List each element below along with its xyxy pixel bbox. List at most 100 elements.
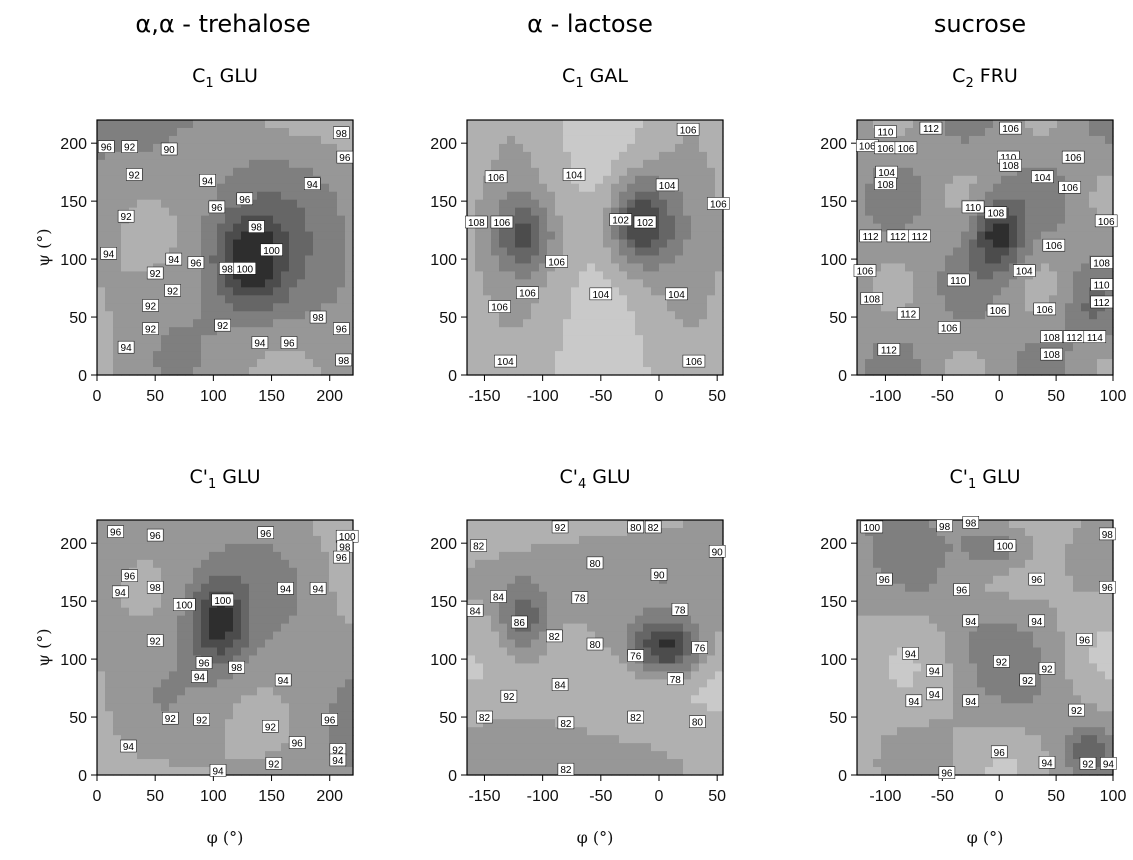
contour-cell bbox=[555, 544, 564, 553]
contour-cell bbox=[1089, 351, 1098, 360]
contour-cell bbox=[265, 632, 274, 641]
contour-cell bbox=[337, 311, 346, 320]
contour-cell bbox=[121, 120, 130, 129]
contour-cell bbox=[539, 232, 548, 241]
contour-cell bbox=[201, 687, 210, 696]
contour-cell bbox=[483, 343, 492, 352]
contour-cell bbox=[889, 367, 898, 376]
contour-cell bbox=[201, 552, 210, 561]
contour-cell bbox=[699, 255, 708, 264]
contour-label: 108 bbox=[1000, 159, 1022, 172]
contour-cell bbox=[595, 216, 604, 225]
contour-cell bbox=[241, 640, 250, 649]
contour-cell bbox=[281, 751, 290, 760]
contour-cell bbox=[571, 608, 580, 617]
contour-cell bbox=[345, 232, 354, 241]
contour-cell bbox=[611, 303, 620, 312]
contour-cell bbox=[659, 359, 668, 368]
contour-cell bbox=[699, 152, 708, 161]
contour-cell bbox=[611, 576, 620, 585]
contour-cell bbox=[217, 367, 226, 376]
contour-cell bbox=[273, 648, 282, 657]
contour-cell bbox=[169, 176, 178, 185]
contour-cell bbox=[555, 200, 564, 209]
contour-cell bbox=[241, 632, 250, 641]
contour-cell bbox=[169, 616, 178, 625]
contour-cell bbox=[563, 600, 572, 609]
contour-cell bbox=[929, 287, 938, 296]
contour-cell bbox=[715, 335, 724, 344]
contour-cell bbox=[1049, 287, 1058, 296]
contour-cell bbox=[595, 616, 604, 625]
contour-cell bbox=[105, 608, 114, 617]
contour-cell bbox=[257, 208, 266, 217]
contour-cell bbox=[105, 184, 114, 193]
contour-cell bbox=[257, 351, 266, 360]
contour-cell bbox=[329, 144, 338, 153]
contour-cell bbox=[329, 584, 338, 593]
contour-cell bbox=[1033, 184, 1042, 193]
contour-cell bbox=[547, 600, 556, 609]
contour-cell bbox=[193, 216, 202, 225]
contour-cell bbox=[675, 271, 684, 280]
contour-cell bbox=[153, 152, 162, 161]
contour-cell bbox=[177, 160, 186, 169]
contour-cell bbox=[539, 520, 548, 529]
contour-cell bbox=[281, 279, 290, 288]
contour-cell bbox=[209, 303, 218, 312]
contour-cell bbox=[563, 287, 572, 296]
contour-cell bbox=[635, 632, 644, 641]
contour-cell bbox=[137, 359, 146, 368]
contour-cell bbox=[523, 343, 532, 352]
contour-cell bbox=[241, 759, 250, 768]
contour-cell bbox=[1001, 351, 1010, 360]
contour-cell bbox=[337, 711, 346, 720]
y-tick-label: 50 bbox=[829, 310, 847, 327]
contour-cell bbox=[97, 735, 106, 744]
contour-cell bbox=[651, 128, 660, 137]
contour-cell bbox=[515, 216, 524, 225]
contour-cell bbox=[571, 359, 580, 368]
contour-cell bbox=[169, 648, 178, 657]
contour-cell bbox=[225, 711, 234, 720]
contour-cell bbox=[185, 751, 194, 760]
contour-cell bbox=[177, 759, 186, 768]
contour-cell bbox=[1033, 343, 1042, 352]
contour-cell bbox=[297, 544, 306, 553]
contour-cell bbox=[921, 216, 930, 225]
contour-cell bbox=[313, 632, 322, 641]
contour-cell bbox=[249, 319, 258, 328]
contour-cell bbox=[953, 295, 962, 304]
contour-cell bbox=[523, 560, 532, 569]
contour-cell bbox=[881, 271, 890, 280]
contour-cell bbox=[953, 255, 962, 264]
contour-cell bbox=[587, 671, 596, 680]
contour-cell bbox=[483, 687, 492, 696]
contour-cell bbox=[193, 343, 202, 352]
contour-cell bbox=[265, 703, 274, 712]
contour-cell bbox=[499, 655, 508, 664]
contour-cell bbox=[635, 568, 644, 577]
contour-cell bbox=[217, 655, 226, 664]
contour-cell bbox=[345, 600, 354, 609]
contour-cell bbox=[563, 128, 572, 137]
contour-cell bbox=[627, 671, 636, 680]
contour-cell bbox=[587, 624, 596, 633]
contour-cell bbox=[145, 648, 154, 657]
contour-cell bbox=[595, 600, 604, 609]
contour-cell bbox=[619, 263, 628, 272]
contour-cell bbox=[1065, 303, 1074, 312]
contour-cell bbox=[667, 160, 676, 169]
contour-label: 98 bbox=[147, 581, 163, 594]
contour-label: 94 bbox=[330, 754, 346, 767]
contour-cell bbox=[145, 216, 154, 225]
contour-cell bbox=[555, 176, 564, 185]
contour-cell bbox=[953, 168, 962, 177]
contour-cell bbox=[523, 327, 532, 336]
contour-cell bbox=[499, 751, 508, 760]
contour-cell bbox=[281, 608, 290, 617]
contour-cell bbox=[897, 279, 906, 288]
contour-cell bbox=[483, 624, 492, 633]
contour-cell bbox=[321, 255, 330, 264]
contour-cell bbox=[193, 727, 202, 736]
